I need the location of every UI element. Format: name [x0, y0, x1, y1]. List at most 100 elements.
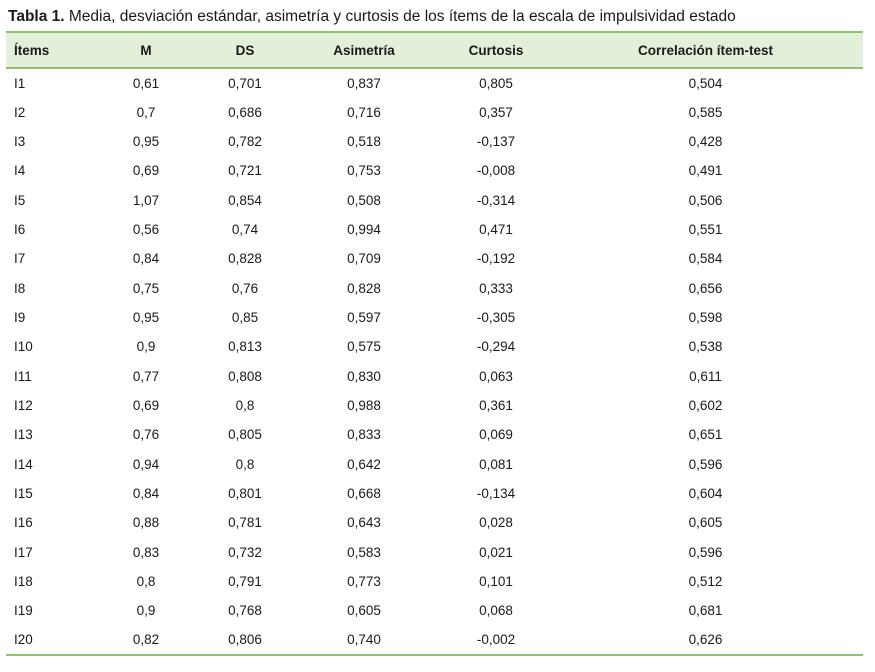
item-cell: I16: [14, 515, 33, 531]
sd-cell: 0,686: [228, 104, 262, 120]
mean-cell: 0,7: [136, 104, 156, 120]
item-cell: I18: [14, 574, 33, 590]
skewness-cell: 0,597: [347, 309, 381, 325]
correlation-cell: 0,605: [688, 515, 723, 531]
correlation-cell: 0,428: [688, 133, 723, 149]
table-row: I15 0,84 0,801 0,668 -0,134 0,604: [6, 479, 863, 508]
table-body: I1 0,61 0,701 0,837 0,805 0,504 I2 0,7 0,686 0,71…: [6, 68, 863, 656]
kurtosis-cell: 0,081: [479, 456, 513, 472]
kurtosis-cell: 0,357: [479, 104, 513, 120]
table-row: I2 0,7 0,686 0,716 0,357 0,585: [6, 97, 863, 126]
item-cell: I15: [14, 485, 33, 501]
kurtosis-cell: 0,028: [479, 515, 513, 531]
skewness-cell: 0,753: [347, 163, 381, 179]
correlation-cell: 0,585: [688, 104, 723, 120]
correlation-cell: 0,651: [688, 427, 723, 443]
sd-cell: 0,768: [228, 603, 262, 619]
correlation-cell: 0,681: [688, 603, 723, 619]
item-cell: I3: [14, 133, 26, 149]
header-sd: DS: [206, 31, 284, 69]
table-row: I16 0,88 0,781 0,643 0,028 0,605: [6, 508, 863, 537]
skewness-cell: 0,988: [347, 397, 381, 413]
skewness-cell: 0,828: [347, 280, 381, 296]
header-row: Ítems M DS Asimetría Curtosis Correlació…: [6, 31, 863, 69]
correlation-cell: 0,504: [688, 75, 723, 91]
correlation-cell: 0,584: [688, 251, 723, 267]
kurtosis-cell: 0,805: [479, 75, 513, 91]
table-row: I9 0,95 0,85 0,597 -0,305 0,598: [6, 303, 863, 332]
skewness-cell: 0,716: [347, 104, 381, 120]
kurtosis-cell: 0,471: [479, 221, 513, 237]
sd-cell: 0,805: [228, 427, 262, 443]
table-row: I4 0,69 0,721 0,753 -0,008 0,491: [6, 156, 863, 185]
item-cell: I12: [14, 397, 33, 413]
skewness-cell: 0,605: [347, 603, 381, 619]
item-cell: I5: [14, 192, 26, 208]
table-row: I1 0,61 0,701 0,837 0,805 0,504: [6, 68, 863, 97]
kurtosis-cell: -0,137: [476, 133, 516, 149]
table-row: I5 1,07 0,854 0,508 -0,314 0,506: [6, 185, 863, 214]
sd-cell: 0,781: [228, 515, 262, 531]
skewness-cell: 0,583: [347, 544, 381, 560]
kurtosis-cell: -0,002: [444, 625, 548, 656]
sd-cell: 0,801: [228, 485, 262, 501]
table-caption: Tabla 1. Media, desviación estándar, asi…: [8, 6, 736, 28]
skewness-cell: 0,575: [347, 339, 381, 355]
correlation-cell: 0,656: [688, 280, 723, 296]
table-row: I17 0,83 0,732 0,583 0,021 0,596: [6, 538, 863, 567]
item-cell: I11: [14, 368, 32, 384]
correlation-cell: 0,538: [688, 339, 723, 355]
correlation-cell: 0,491: [688, 163, 723, 179]
skewness-cell: 0,994: [347, 221, 381, 237]
skewness-cell: 0,668: [347, 485, 381, 501]
item-cell: I19: [14, 603, 33, 619]
kurtosis-cell: 0,101: [479, 574, 513, 590]
table-header: Ítems M DS Asimetría Curtosis Correlació…: [6, 31, 863, 69]
kurtosis-cell: 0,068: [479, 603, 513, 619]
header-skewness: Asimetría: [284, 31, 444, 69]
skewness-cell: 0,833: [347, 427, 381, 443]
kurtosis-cell: 0,069: [479, 427, 513, 443]
skewness-cell: 0,830: [347, 368, 381, 384]
mean-cell: 0,69: [132, 163, 160, 179]
table-row: I19 0,9 0,768 0,605 0,068 0,681: [6, 596, 863, 625]
skewness-cell: 0,709: [347, 251, 381, 267]
skewness-cell: 0,642: [347, 456, 381, 472]
sd-cell: 0,8: [235, 456, 255, 472]
item-cell: I13: [14, 427, 33, 443]
item-cell: I10: [14, 339, 33, 355]
table-row: I7 0,84 0,828 0,709 -0,192 0,584: [6, 244, 863, 273]
sd-cell: 0,813: [228, 339, 262, 355]
sd-cell: 0,808: [228, 368, 262, 384]
mean-cell: 0,95: [132, 309, 160, 325]
table-row: I8 0,75 0,76 0,828 0,333 0,656: [6, 273, 863, 302]
mean-cell: 0,9: [136, 603, 156, 619]
item-cell: I4: [14, 163, 26, 179]
mean-cell: 0,75: [132, 280, 160, 296]
skewness-cell: 0,837: [347, 75, 381, 91]
table-row: I14 0,94 0,8 0,642 0,081 0,596: [6, 449, 863, 478]
table-row: I13 0,76 0,805 0,833 0,069 0,651: [6, 420, 863, 449]
table-caption-label: Tabla 1.: [8, 8, 65, 25]
mean-cell: 0,82: [86, 625, 206, 656]
mean-cell: 0,76: [132, 427, 160, 443]
table-row: I10 0,9 0,813 0,575 -0,294 0,538: [6, 332, 863, 361]
correlation-cell: 0,611: [689, 368, 722, 384]
table-row: I18 0,8 0,791 0,773 0,101 0,512: [6, 567, 863, 596]
table-row: I12 0,69 0,8 0,988 0,361 0,602: [6, 391, 863, 420]
mean-cell: 0,94: [132, 456, 160, 472]
sd-cell: 0,732: [228, 544, 262, 560]
item-cell: I14: [14, 456, 33, 472]
item-cell: I8: [14, 280, 26, 296]
table-caption-text: Media, desviación estándar, asimetría y …: [68, 8, 736, 25]
sd-cell: 0,76: [231, 280, 259, 296]
table-row: I20 0,82 0,806 0,740 -0,002 0,626: [6, 625, 863, 656]
sd-cell: 0,828: [228, 251, 262, 267]
mean-cell: 1,07: [132, 192, 160, 208]
item-cell: I20: [6, 625, 86, 656]
header-items: Ítems: [6, 31, 86, 69]
mean-cell: 0,61: [132, 75, 160, 91]
kurtosis-cell: -0,294: [476, 339, 516, 355]
mean-cell: 0,95: [132, 133, 160, 149]
mean-cell: 0,69: [132, 397, 160, 413]
